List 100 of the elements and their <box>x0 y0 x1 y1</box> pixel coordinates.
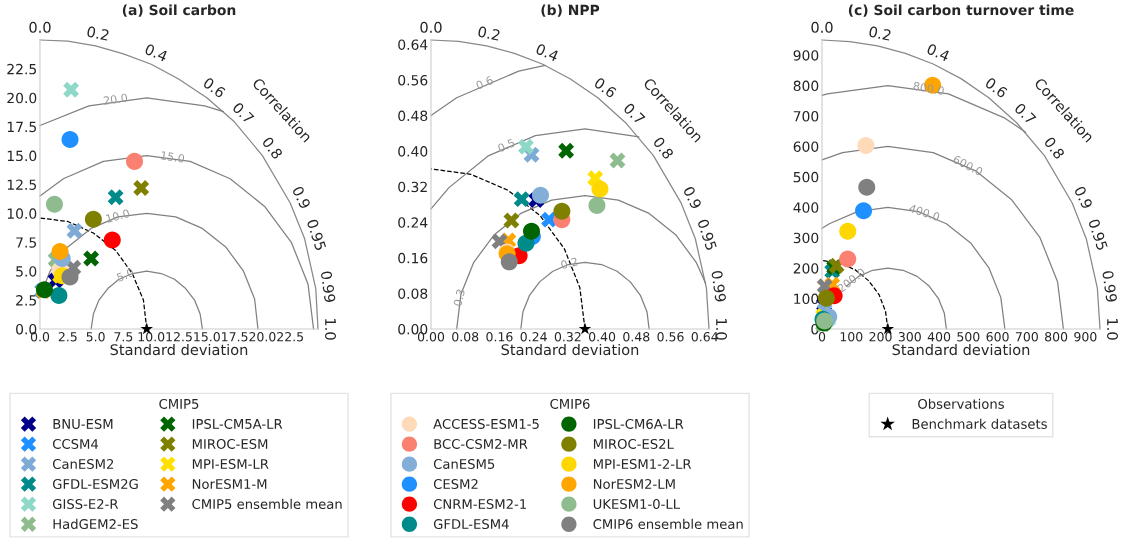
x-tick-label: 5.0 <box>86 332 105 342</box>
annotation: 0.0 <box>420 21 442 33</box>
y-tick-label: 500 <box>793 171 819 183</box>
legend-label: GFDL-ESM4 <box>433 519 509 530</box>
annotation: 0.4 <box>144 43 169 63</box>
annotation: 0.99 <box>1102 270 1118 303</box>
y-tick-label: 15.0 <box>7 150 37 162</box>
annotation: 0.6 <box>984 76 1009 99</box>
x-tick-label: 400 <box>927 332 951 342</box>
annotation: 0.4 <box>535 43 560 62</box>
annotation: 0.7 <box>1013 102 1037 125</box>
annotation: 0.9 <box>682 185 703 210</box>
y-tick-label: 0.40 <box>398 146 428 157</box>
x-tick-label: 0.64 <box>691 332 718 342</box>
x-tick-label: 0.40 <box>588 332 616 342</box>
legend-label: CNRM-ESM2-1 <box>433 499 526 510</box>
annotation: 0.95 <box>1088 218 1109 251</box>
annotation: 1.0 <box>1107 319 1119 340</box>
annotation: 0.9 <box>1073 185 1094 210</box>
x-tick-label: 15.0 <box>194 332 220 342</box>
x-tick-label: 100 <box>840 332 863 342</box>
annotation: 1.0 <box>716 319 728 340</box>
x-tick-label: 0.48 <box>623 332 650 342</box>
annotation: 0.5 <box>497 138 516 153</box>
annotation: 10.0 <box>105 208 130 223</box>
legend-label: MPI-ESM-LR <box>192 458 269 469</box>
y-tick-label: 2.5 <box>16 295 37 306</box>
legend-label: CMIP5 ensemble mean <box>192 498 342 510</box>
y-tick-label: 10.0 <box>7 208 37 219</box>
x-tick-label: 20.0 <box>249 332 276 342</box>
legend-label: Benchmark datasets <box>912 418 1047 429</box>
annotation: 0.2 <box>560 257 578 270</box>
annotation: 0.0 <box>29 21 51 33</box>
x-tick-label: 900 <box>1074 332 1097 342</box>
x-tick-label: 0.08 <box>452 332 479 342</box>
annotation: 0.6 <box>593 76 618 99</box>
x-tick-label: 500 <box>957 332 980 342</box>
x-tick-label: 0.24 <box>520 332 547 342</box>
y-tick-label: 900 <box>793 50 819 61</box>
legend-label: CanESM2 <box>52 458 114 469</box>
annotation: 1.0 <box>325 319 337 340</box>
legend-label: IPSL-CM5A-LR <box>192 418 283 429</box>
y-tick-label: 7.5 <box>16 237 37 248</box>
annotation: 0.95 <box>306 218 327 251</box>
annotation: 0.3 <box>453 288 466 307</box>
annotation: 0.95 <box>697 218 718 251</box>
y-tick-label: 300 <box>793 232 819 244</box>
annotation: 0.7 <box>622 102 646 125</box>
x-axis-title: Standard deviation <box>501 343 639 356</box>
legend-label: CMIP6 ensemble mean <box>593 518 743 530</box>
x-axis-title: Standard deviation <box>892 343 1030 356</box>
chart-title: (a) Soil carbon <box>122 4 236 17</box>
y-tick-label: 0.16 <box>398 252 428 264</box>
annotation: 0.4 <box>926 43 951 62</box>
y-tick-label: 12.5 <box>7 179 37 190</box>
annotation: 15.0 <box>160 151 185 163</box>
y-tick-label: 22.5 <box>7 63 37 75</box>
y-tick-label: 20.0 <box>7 92 37 104</box>
legend-label: MIROC-ESM <box>192 438 268 449</box>
legend-label: NorESM1-M <box>192 479 267 489</box>
x-tick-label: 22.5 <box>277 332 304 342</box>
x-tick-label: 200 <box>869 332 892 342</box>
annotation: 0.2 <box>868 25 892 41</box>
x-tick-label: 10.0 <box>138 332 165 342</box>
legend-label: CESM2 <box>433 479 478 489</box>
y-tick-label: 600 <box>793 141 819 152</box>
legend-title: Observations <box>918 398 1004 409</box>
y-tick-label: 0.08 <box>398 288 428 299</box>
legend-label: GISS-E2-R <box>52 499 119 510</box>
y-tick-label: 0.32 <box>398 181 427 193</box>
x-tick-label: 0.32 <box>554 332 581 342</box>
legend-label: ACCESS-ESM1-5 <box>433 418 539 429</box>
x-tick-label: 7.5 <box>114 332 133 342</box>
legend-label: CanESM5 <box>433 458 495 469</box>
annotation: 0.99 <box>711 270 727 303</box>
y-tick-label: 800 <box>793 80 819 92</box>
chart-title: (b) NPP <box>541 4 600 17</box>
x-tick-label: 17.5 <box>222 332 248 342</box>
annotation: 0.9 <box>291 185 312 210</box>
annotation: 0.2 <box>86 25 110 41</box>
y-tick-label: 0.56 <box>398 74 428 86</box>
y-tick-label: 0.48 <box>398 110 428 122</box>
x-tick-label: 800 <box>1045 332 1068 342</box>
legend-title: CMIP6 <box>550 398 590 409</box>
x-tick-label: 300 <box>898 332 921 342</box>
legend-label: GFDL-ESM2G <box>52 479 138 489</box>
x-tick-label: 700 <box>1015 332 1038 342</box>
legend-label: BNU-ESM <box>53 418 113 429</box>
y-tick-label: 5.0 <box>16 266 37 277</box>
x-tick-label: 2.5 <box>58 332 77 342</box>
x-axis-title: Standard deviation <box>110 343 248 356</box>
x-tick-label: 0.56 <box>657 332 684 342</box>
y-tick-label: 0.24 <box>398 217 428 228</box>
y-tick-label: 100 <box>794 293 819 305</box>
legend-label: MIROC-ES2L <box>593 438 674 449</box>
legend-label: MPI-ESM1-2-LR <box>593 458 692 469</box>
annotation: 0.0 <box>811 21 833 33</box>
annotation: 0.6 <box>475 75 494 90</box>
annotation: 20.0 <box>103 93 128 105</box>
x-tick-label: 0 <box>818 332 826 342</box>
